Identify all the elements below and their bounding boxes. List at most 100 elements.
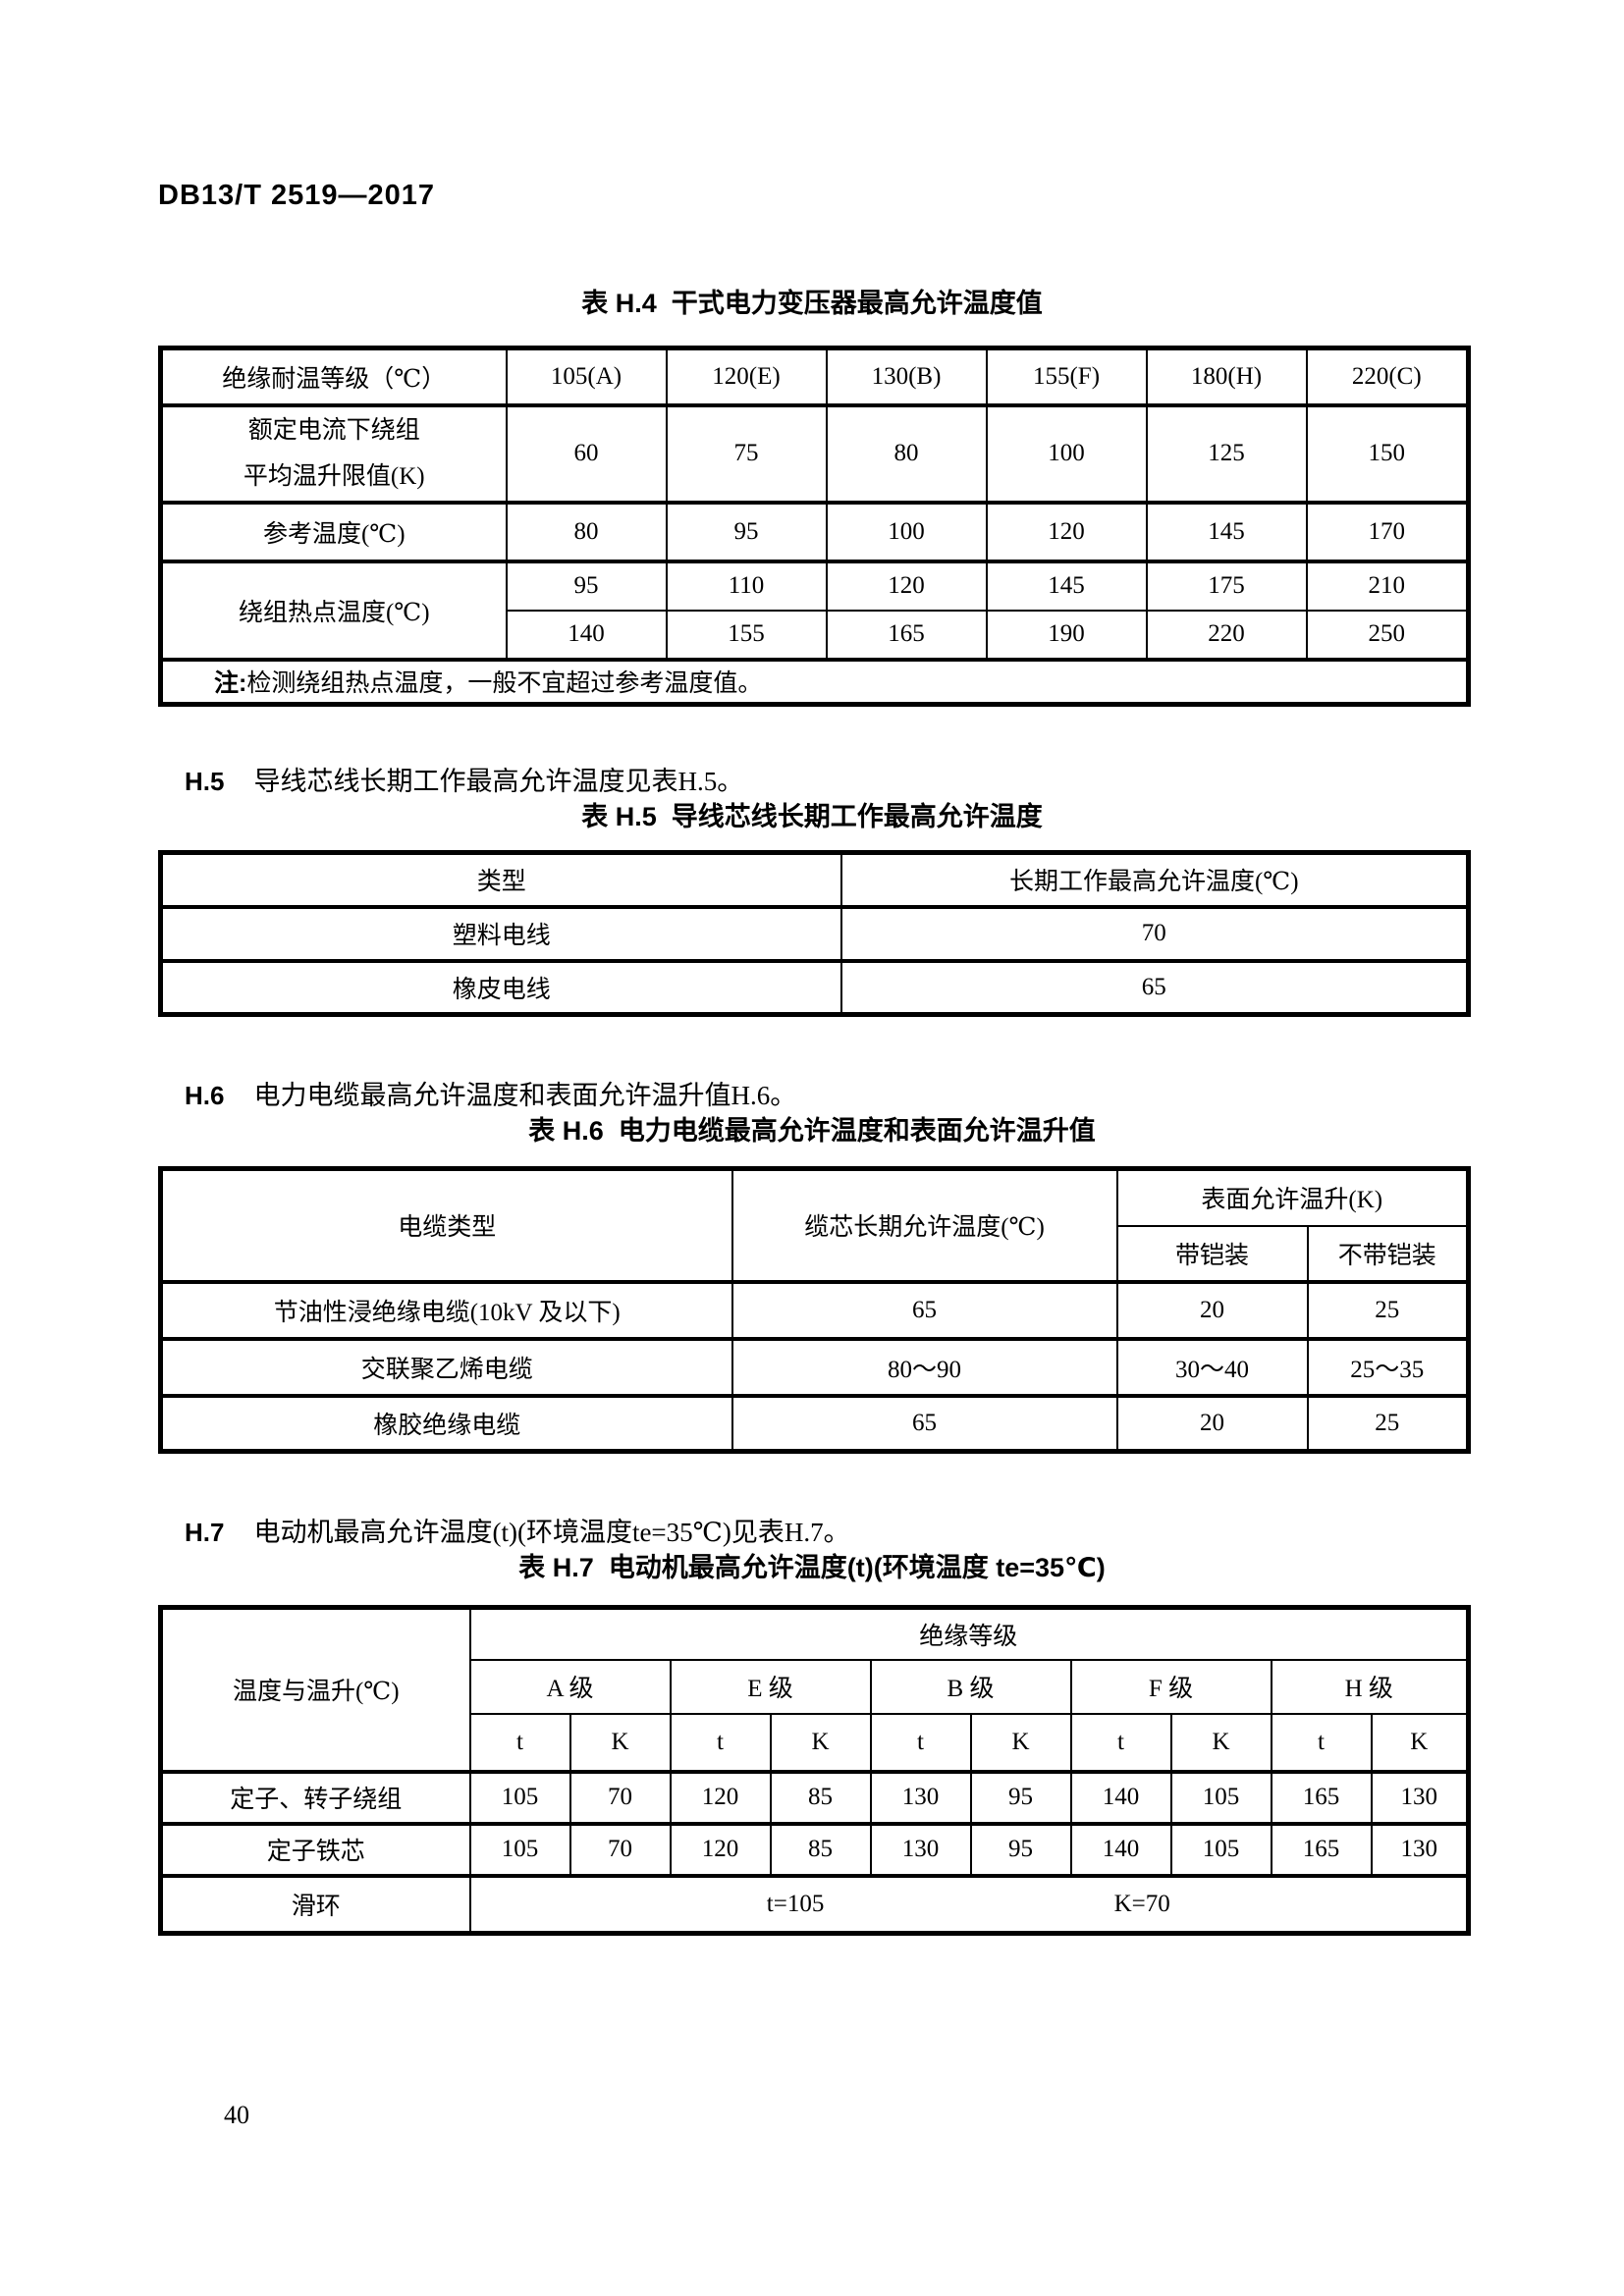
paragraph-h6-text: 电力电缆最高允许温度和表面允许温升值H.6。	[253, 1081, 797, 1110]
h4-row-label: 额定电流下绕组 平均温升限值(K)	[159, 402, 508, 505]
table-h4: 绝缘耐温等级（℃） 105(A) 120(E) 130(B) 155(F) 18…	[158, 346, 1471, 707]
h7-sub-header-t: t	[669, 1712, 772, 1774]
table-h7-title: 表 H.7 电动机最高允许温度(t)(环境温度 te=35℃)	[518, 1553, 1106, 1582]
h6-cell-type: 节油性浸绝缘电缆(10kV 及以下)	[159, 1279, 733, 1341]
table-row: 额定电流下绕组 平均温升限值(K) 60 75 80 100 125 150	[159, 402, 1470, 505]
h7-sub-header-k: K	[568, 1712, 672, 1774]
table-row: 节油性浸绝缘电缆(10kV 及以下) 65 20 25	[159, 1279, 1470, 1341]
h7-cell: 140	[1069, 1821, 1172, 1878]
table-h5: 类型 长期工作最高允许温度(℃) 塑料电线 70 橡皮电线 65	[158, 850, 1471, 1017]
h7-sub-header-t: t	[869, 1712, 972, 1774]
h7-cell: 95	[969, 1769, 1072, 1826]
h7-sub-header-t: t	[468, 1712, 571, 1774]
h4-cell: 165	[825, 609, 988, 662]
h7-cell: 165	[1270, 1769, 1373, 1826]
paragraph-h7-text: 电动机最高允许温度(t)(环境温度te=35℃)见表H.7。	[253, 1518, 850, 1547]
paragraph-h5-number: H.5	[185, 767, 225, 796]
table-h7: 温度与温升(℃) 绝缘等级 A 级 E 级 B 级 F 级 H 级 t K t …	[158, 1605, 1472, 1936]
table-h5-title: 表 H.5 导线芯线长期工作最高允许温度	[581, 802, 1043, 831]
h5-cell-type: 橡皮电线	[159, 958, 842, 1017]
paragraph-h6: H.6 电力电缆最高允许温度和表面允许温升值H.6。	[158, 1043, 1466, 1143]
h7-sub-header-k: K	[969, 1712, 1072, 1774]
h4-class-header: 155(F)	[985, 346, 1148, 407]
table-row: A 级 E 级 B 级 F 级 H 级	[161, 1658, 1470, 1715]
table-row: 滑环 t=105 K=70	[159, 1873, 1470, 1936]
h4-cell: 145	[985, 559, 1148, 612]
h4-class-header: 220(C)	[1305, 346, 1470, 407]
h6-header-core-temp: 缆芯长期允许温度(℃)	[731, 1166, 1118, 1284]
h7-slip-ring-t: t=105	[766, 1890, 825, 1917]
h4-cell: 80	[505, 500, 668, 563]
h7-class-header: H 级	[1270, 1658, 1470, 1715]
h5-header-type: 类型	[159, 850, 842, 909]
h4-cell: 145	[1145, 500, 1308, 563]
h4-cell: 100	[985, 402, 1148, 505]
h7-cell: 130	[1370, 1769, 1470, 1826]
h6-cell: 65	[731, 1393, 1118, 1454]
h4-note-text: 检测绕组热点温度，一般不宜超过参考温度值。	[246, 670, 763, 698]
h7-slip-ring-label: 滑环	[159, 1873, 471, 1936]
h7-sub-header-k: K	[1169, 1712, 1272, 1774]
table-row: 橡胶绝缘电缆 65 20 25	[159, 1393, 1470, 1454]
h7-cell: 70	[568, 1769, 672, 1826]
h4-note-prefix: 注:	[214, 669, 247, 698]
h7-class-header: A 级	[468, 1658, 672, 1715]
h6-cell: 65	[731, 1279, 1118, 1341]
h4-col0-header: 绝缘耐温等级（℃）	[159, 346, 508, 407]
h7-cell: 130	[869, 1821, 972, 1878]
table-row: 电缆类型 缆芯长期允许温度(℃) 表面允许温升(K)	[159, 1166, 1470, 1284]
h5-cell-value: 65	[839, 958, 1470, 1017]
h7-sub-header-t: t	[1270, 1712, 1373, 1774]
page-number: 40	[224, 2101, 249, 2129]
table-row: 140 155 165 190 220 250	[161, 609, 1470, 662]
h6-cell-type: 交联聚乙烯电缆	[159, 1336, 733, 1398]
h6-cell: 25	[1306, 1393, 1470, 1454]
table-row: 带铠装 不带铠装	[161, 1224, 1470, 1284]
h7-row-label: 定子、转子绕组	[159, 1769, 471, 1826]
paragraph-h6-number: H.6	[185, 1081, 225, 1110]
table-row: 橡皮电线 65	[159, 958, 1470, 1017]
h7-sub-header-t: t	[1069, 1712, 1172, 1774]
h4-cell: 175	[1145, 559, 1308, 612]
h4-cell: 95	[505, 559, 668, 612]
h7-header-row-label: 温度与温升(℃)	[159, 1605, 471, 1774]
h5-cell-value: 70	[839, 904, 1470, 963]
table-row: 类型 长期工作最高允许温度(℃)	[159, 850, 1470, 909]
paragraph-h5: H.5 导线芯线长期工作最高允许温度见表H.5。	[158, 729, 1466, 828]
h7-cell: 105	[1169, 1821, 1272, 1878]
table-h6-title: 表 H.6 电力电缆最高允许温度和表面允许温升值	[528, 1116, 1096, 1146]
table-row: 温度与温升(℃) 绝缘等级	[159, 1605, 1470, 1774]
h5-cell-type: 塑料电线	[159, 904, 842, 963]
h7-cell: 120	[669, 1821, 772, 1878]
h6-cell: 25	[1306, 1279, 1470, 1341]
h6-cell-type: 橡胶绝缘电缆	[159, 1393, 733, 1454]
h5-header-value: 长期工作最高允许温度(℃)	[839, 850, 1470, 909]
table-row: 定子、转子绕组 105 70 120 85 130 95 140 105 165…	[159, 1769, 1470, 1826]
h7-cell: 105	[468, 1769, 571, 1826]
table-row: t K t K t K t K t K	[161, 1712, 1470, 1774]
h7-cell: 85	[769, 1769, 872, 1826]
h7-cell: 120	[669, 1769, 772, 1826]
h7-cell: 165	[1270, 1821, 1373, 1878]
h4-row-label-line2: 平均温升限值(K)	[243, 463, 425, 490]
h4-cell: 250	[1305, 609, 1470, 662]
h4-cell: 75	[665, 402, 828, 505]
h7-cell: 130	[869, 1769, 972, 1826]
h4-cell: 60	[505, 402, 668, 505]
h7-cell: 70	[568, 1821, 672, 1878]
h6-header-unarmored: 不带铠装	[1306, 1224, 1470, 1284]
h4-cell: 100	[825, 500, 988, 563]
h4-class-header: 180(H)	[1145, 346, 1308, 407]
table-h4-title: 表 H.4 干式电力变压器最高允许温度值	[581, 289, 1043, 318]
h7-cell: 85	[769, 1821, 872, 1878]
h7-slip-ring-values: t=105 K=70	[468, 1873, 1470, 1936]
h6-cell: 25～35	[1306, 1336, 1470, 1398]
h7-row-label: 定子铁芯	[159, 1821, 471, 1878]
h6-cell: 20	[1115, 1279, 1309, 1341]
table-row: 参考温度(℃) 80 95 100 120 145 170	[159, 500, 1470, 563]
h4-cell: 110	[665, 559, 828, 612]
h7-cell: 140	[1069, 1769, 1172, 1826]
h4-class-header: 130(B)	[825, 346, 988, 407]
h6-header-armored: 带铠装	[1115, 1224, 1309, 1284]
h7-class-header: E 级	[669, 1658, 872, 1715]
